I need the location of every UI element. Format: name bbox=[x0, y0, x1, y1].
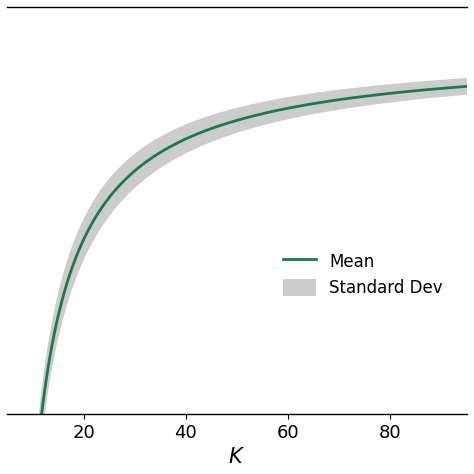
X-axis label: $K$: $K$ bbox=[228, 447, 246, 467]
Legend: Mean, Standard Dev: Mean, Standard Dev bbox=[276, 246, 449, 304]
